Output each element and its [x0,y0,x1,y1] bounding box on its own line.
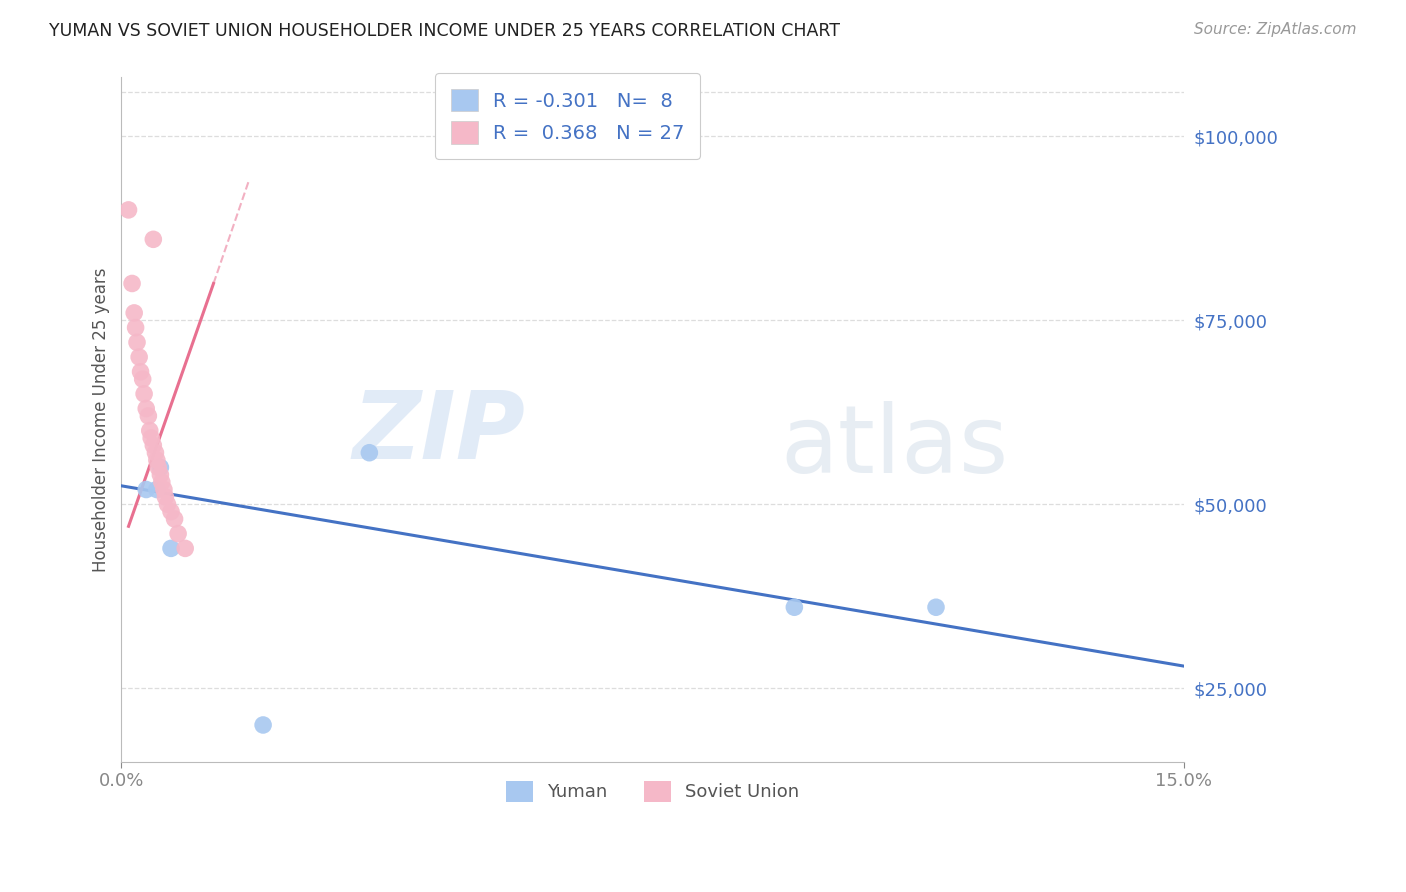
Point [150,475,173,490]
Point [122,306,145,320]
Point [783,600,806,615]
Y-axis label: Householder Income Under 25 years: Householder Income Under 25 years [93,268,110,572]
Point [131,372,153,386]
Point [146,453,169,467]
Text: Source: ZipAtlas.com: Source: ZipAtlas.com [1194,22,1357,37]
Point [149,460,172,475]
Point [142,232,165,246]
Legend: Yuman, Soviet Union: Yuman, Soviet Union [494,768,813,814]
Point [139,424,162,438]
Point [167,526,190,541]
Point [142,438,165,452]
Point [163,512,186,526]
Text: ZIP: ZIP [353,387,526,479]
Point [160,541,183,556]
Point [146,483,169,497]
Point [153,483,176,497]
Point [156,497,179,511]
Point [160,505,183,519]
Point [174,541,197,556]
Point [141,431,163,445]
Point [117,202,139,217]
Point [359,446,381,460]
Point [135,483,157,497]
Point [925,600,948,615]
Point [124,320,146,334]
Point [125,335,148,350]
Point [132,387,155,401]
Point [148,460,170,475]
Point [155,490,177,504]
Point [135,401,157,416]
Point [128,350,150,364]
Point [129,365,152,379]
Point [138,409,160,423]
Point [121,277,143,291]
Point [149,467,172,482]
Text: atlas: atlas [780,401,1008,493]
Point [145,446,167,460]
Text: YUMAN VS SOVIET UNION HOUSEHOLDER INCOME UNDER 25 YEARS CORRELATION CHART: YUMAN VS SOVIET UNION HOUSEHOLDER INCOME… [49,22,841,40]
Point [252,718,274,732]
